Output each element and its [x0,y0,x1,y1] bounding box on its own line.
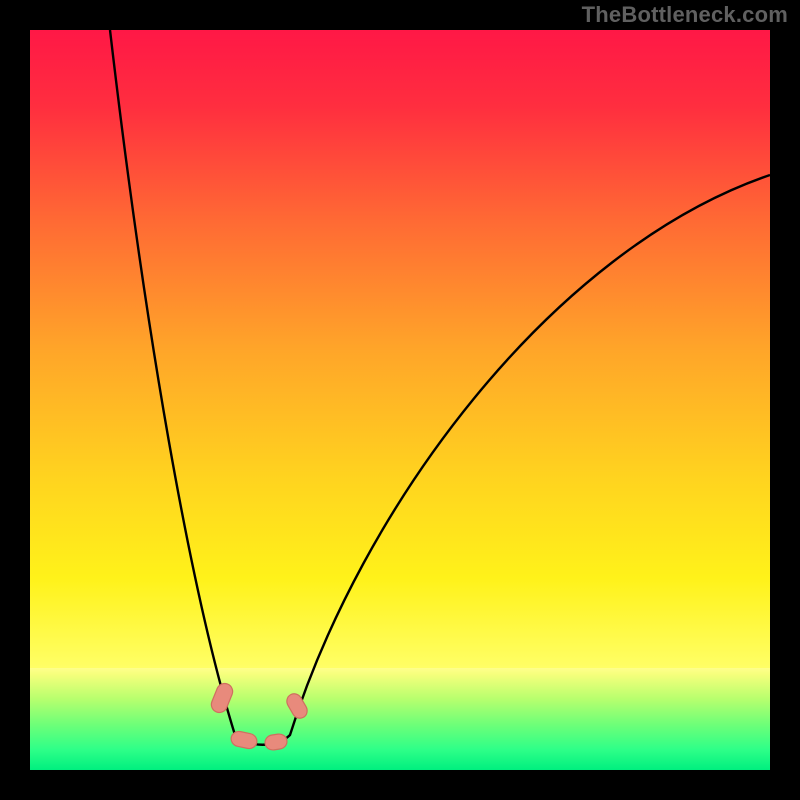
gradient-bottom [30,668,770,770]
plot-area [30,30,770,770]
gradient-top [30,30,770,668]
chart-stage: { "meta": { "watermark": "TheBottleneck.… [0,0,800,800]
watermark-text: TheBottleneck.com [582,2,788,28]
bottleneck-chart [0,0,800,800]
